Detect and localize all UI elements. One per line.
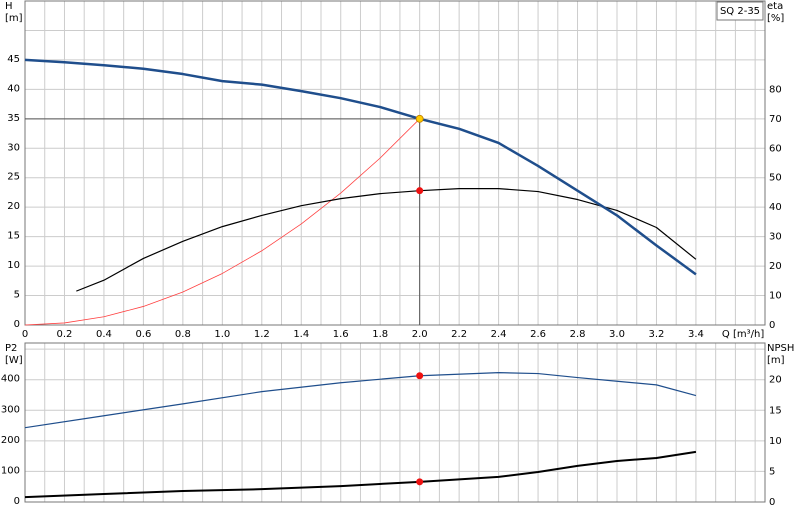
y-axis-label: [W] <box>5 355 23 366</box>
x-tick-label: 3.4 <box>688 329 704 340</box>
y-tick-label: 40 <box>7 83 20 94</box>
y2-tick-label: 40 <box>769 202 782 213</box>
y-tick-label: 100 <box>1 465 20 476</box>
x-tick-label: 1.8 <box>372 329 388 340</box>
y-tick-label: 20 <box>7 201 20 212</box>
x-tick-label: 0 <box>22 329 28 340</box>
y-tick-label: 0 <box>14 496 20 507</box>
y2-axis-label: [%] <box>767 13 784 24</box>
y-tick-label: 25 <box>7 172 20 183</box>
y-axis-label: [m] <box>5 13 23 24</box>
legend-label: SQ 2-35 <box>720 6 760 17</box>
y2-axis-label: eta <box>767 1 783 12</box>
y2-tick-label: 0 <box>769 320 775 331</box>
y2-tick-label: 15 <box>769 405 782 416</box>
x-tick-label: 2.2 <box>451 329 467 340</box>
y-tick-label: 300 <box>1 404 20 415</box>
y2-tick-label: 30 <box>769 232 782 243</box>
operating-point <box>415 114 424 123</box>
y-axis-label: H <box>5 1 13 12</box>
y2-tick-label: 10 <box>769 291 782 302</box>
x-tick-label: 0.6 <box>135 329 151 340</box>
operating-point <box>416 372 424 380</box>
curve <box>24 58 697 276</box>
x-tick-label: 3.0 <box>609 329 625 340</box>
plot-frame <box>24 342 766 503</box>
y-tick-label: 10 <box>7 260 20 271</box>
curve <box>24 118 420 326</box>
y-tick-label: 5 <box>14 290 20 301</box>
y2-tick-label: 80 <box>769 84 782 95</box>
operating-point <box>416 478 424 486</box>
x-tick-label: 0.8 <box>175 329 191 340</box>
x-tick-label: 1.2 <box>254 329 270 340</box>
y-tick-label: 45 <box>7 54 20 65</box>
legend-box <box>716 1 764 21</box>
y2-tick-label: 20 <box>769 375 782 386</box>
y2-tick-label: 5 <box>769 466 775 477</box>
x-axis-label: Q [m³/h] <box>722 329 764 340</box>
x-tick-label: 3.2 <box>649 329 665 340</box>
x-tick-label: 2.6 <box>530 329 546 340</box>
y-axis-label: P2 <box>5 343 17 354</box>
y2-tick-label: 50 <box>769 173 782 184</box>
y2-axis-label: NPSH <box>767 343 794 354</box>
y-tick-label: 400 <box>1 374 20 385</box>
y2-tick-label: 10 <box>769 436 782 447</box>
operating-point <box>416 187 424 195</box>
y-tick-label: 200 <box>1 435 20 446</box>
x-tick-label: 1.0 <box>214 329 230 340</box>
y2-tick-label: 70 <box>769 114 782 125</box>
y-tick-label: 0 <box>14 319 20 330</box>
y-tick-label: 30 <box>7 142 20 153</box>
y2-axis-label: [m] <box>767 355 785 366</box>
y2-tick-label: 0 <box>769 497 775 508</box>
y-tick-label: 35 <box>7 113 20 124</box>
curve <box>24 372 697 429</box>
y2-tick-label: 20 <box>769 261 782 272</box>
x-tick-label: 2.0 <box>412 329 428 340</box>
y-tick-label: 15 <box>7 231 20 242</box>
plot-frame <box>24 0 766 326</box>
curve <box>24 450 697 499</box>
x-tick-label: 0.2 <box>57 329 73 340</box>
x-tick-label: 1.4 <box>293 329 309 340</box>
x-tick-label: 2.8 <box>570 329 586 340</box>
x-tick-label: 1.6 <box>333 329 349 340</box>
x-tick-label: 2.4 <box>491 329 507 340</box>
x-tick-label: 0.4 <box>96 329 112 340</box>
y2-tick-label: 60 <box>769 143 782 154</box>
curve <box>76 188 697 292</box>
